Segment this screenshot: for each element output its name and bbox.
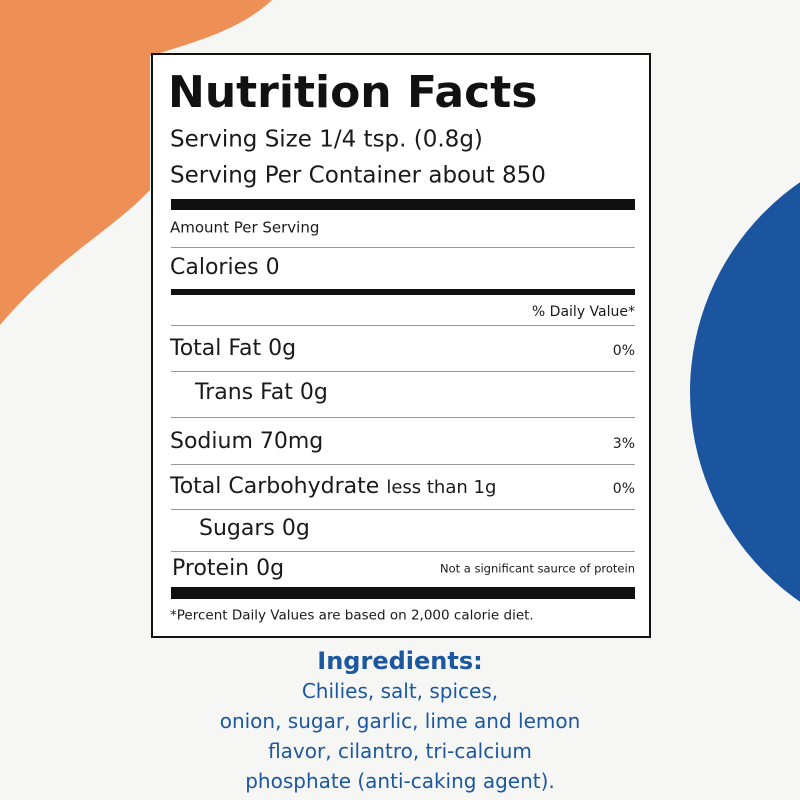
amount-per-serving: Amount Per Serving <box>170 218 320 237</box>
nutrient-label: Sodium 70mg <box>170 429 324 454</box>
nutrient-name: Total Carbohydrate <box>170 474 380 499</box>
serving-size: Serving Size 1/4 tsp. (0.8g) <box>170 126 483 153</box>
ingredients-line: phosphate (anti-caking agent). <box>245 769 555 793</box>
nutrient-label: Total Carbohydrate less than 1g <box>170 476 496 498</box>
rule <box>171 464 635 465</box>
thick-rule <box>171 587 635 599</box>
rule <box>171 417 635 418</box>
qualifier: less than 1g <box>386 477 497 498</box>
daily-value: 0% <box>612 481 635 497</box>
daily-value: 3% <box>612 436 635 452</box>
ingredients-line: Chilies, salt, spices, <box>301 679 499 703</box>
calories: Calories 0 <box>170 255 280 280</box>
orange-blob <box>0 0 272 325</box>
rule <box>171 551 635 552</box>
thick-rule <box>171 289 635 295</box>
nutrient-note: Not a significant saurce of protein <box>439 561 635 576</box>
title: Nutrition Facts <box>168 67 538 118</box>
daily-value: 0% <box>612 343 635 359</box>
nutrient-label: Protein 0g <box>172 556 285 581</box>
rule <box>171 371 635 372</box>
nutrient-label: Trans Fat 0g <box>195 380 328 405</box>
rule <box>171 325 635 326</box>
rule <box>171 247 635 248</box>
nutrient-label: Total Fat 0g <box>170 336 297 361</box>
nutrient-label: Sugars 0g <box>199 516 310 541</box>
daily-value-header: % Daily Value* <box>531 304 635 320</box>
footnote: *Percent Daily Values are based on 2,000… <box>170 607 534 624</box>
thick-rule <box>171 199 635 210</box>
ingredients-line: flavor, cilantro, tri-calcium <box>268 739 532 763</box>
ingredients-line: onion, sugar, garlic, lime and lemon <box>219 709 581 733</box>
rule <box>171 509 635 510</box>
nutrition-label: Nutrition Facts Serving Size 1/4 tsp. (0… <box>151 53 651 638</box>
blue-circle <box>690 182 800 602</box>
servings-per-container: Serving Per Container about 850 <box>170 162 546 189</box>
ingredients-title: Ingredients: <box>317 647 483 675</box>
